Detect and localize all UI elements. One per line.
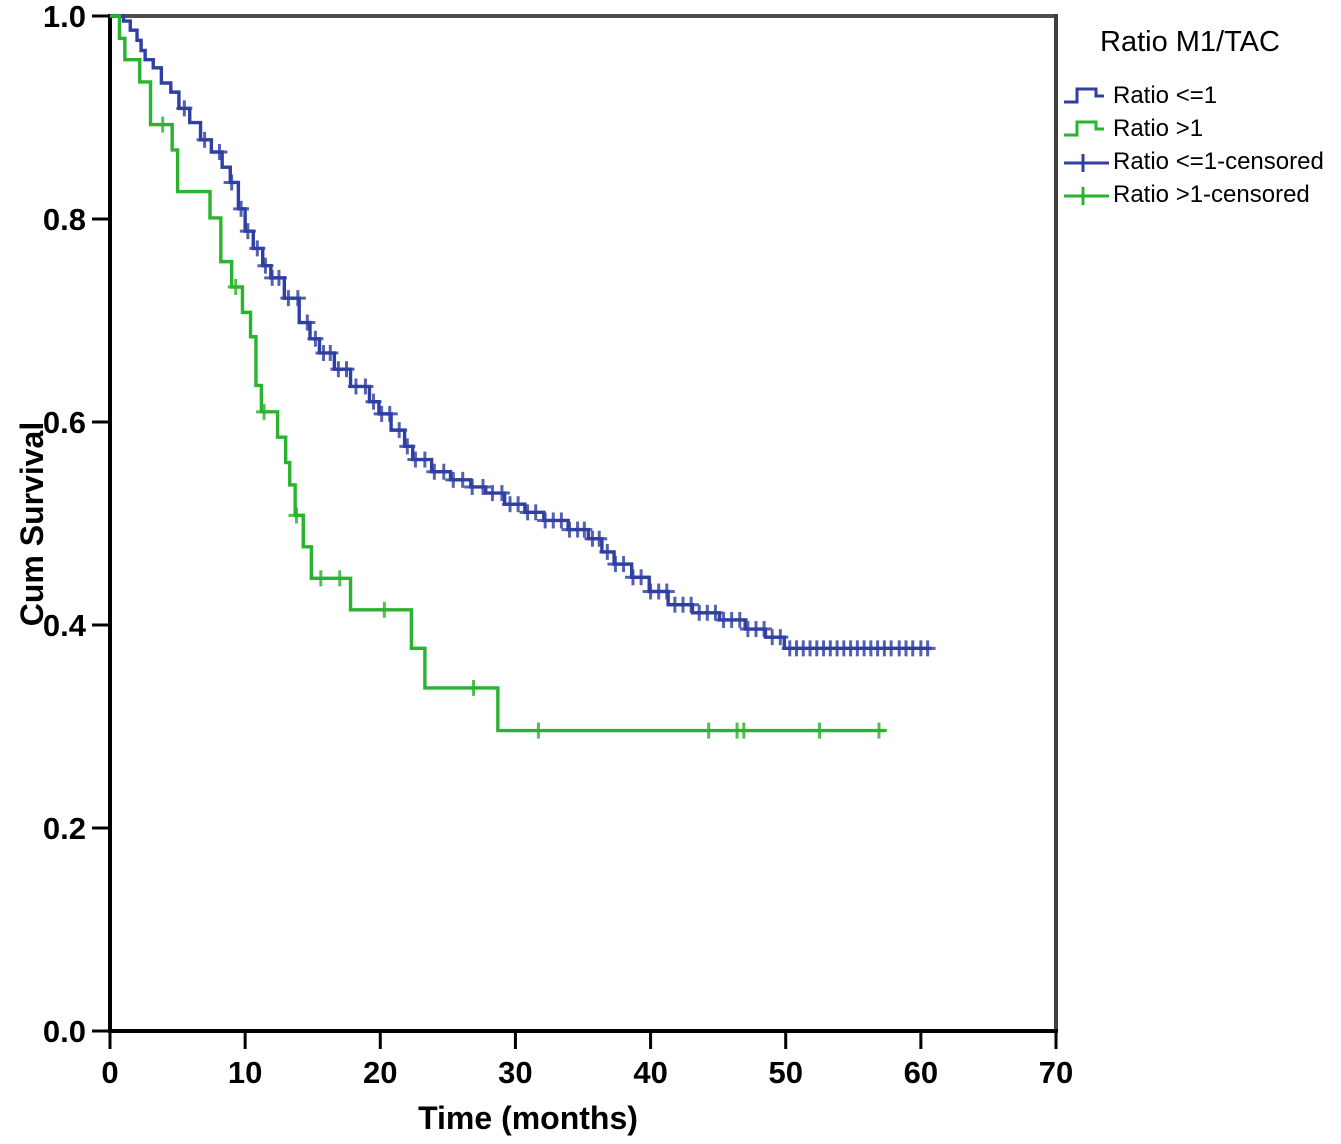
- censor-marks-ratio-1: [176, 100, 936, 657]
- y-tick-label: 1.0: [43, 0, 86, 34]
- x-tick-label: 10: [228, 1055, 262, 1090]
- x-tick-label: 50: [768, 1055, 802, 1090]
- x-tick-label: 40: [633, 1055, 667, 1090]
- censor-plus-marker-icon: [1064, 186, 1109, 205]
- legend-label: Ratio <=1: [1113, 81, 1218, 109]
- legend-item-ratio-gt1: Ratio >1: [1063, 112, 1338, 145]
- legend-label: Ratio >1-censored: [1113, 180, 1310, 208]
- legend-item-ratio-le1: Ratio <=1: [1063, 79, 1338, 112]
- x-tick-label: 30: [498, 1055, 532, 1090]
- y-tick-label: 0.8: [43, 202, 86, 237]
- censor-plus-marker-icon: [1064, 153, 1109, 172]
- y-tick-label: 0.2: [43, 811, 86, 846]
- legend-item-ratio-le1-censored: Ratio <=1-censored: [1063, 145, 1338, 178]
- legend: Ratio M1/TAC Ratio <=1 Ratio >1 Ratio <=…: [1063, 26, 1338, 211]
- survival-curve-ratio-1: [110, 14, 932, 651]
- y-tick-label: 0.0: [43, 1014, 86, 1049]
- legend-label: Ratio >1: [1113, 114, 1204, 142]
- censor-marks-ratio-1: [154, 116, 887, 739]
- legend-title: Ratio M1/TAC: [1100, 26, 1280, 58]
- x-tick-label: 70: [1039, 1055, 1073, 1090]
- y-tick-label: 0.4: [43, 608, 87, 643]
- x-tick-label: 0: [101, 1055, 118, 1090]
- x-tick-label: 60: [904, 1055, 938, 1090]
- survival-curve-ratio-1: [110, 14, 886, 733]
- x-axis-title: Time (months): [418, 1100, 638, 1136]
- x-tick-label: 20: [363, 1055, 397, 1090]
- step-line-marker-icon: [1064, 120, 1104, 136]
- y-tick-label: 0.6: [43, 405, 86, 440]
- legend-item-ratio-gt1-censored: Ratio >1-censored: [1063, 178, 1338, 211]
- y-axis-title: Cum Survival: [14, 421, 50, 627]
- step-line-marker-icon: [1064, 87, 1104, 103]
- legend-label: Ratio <=1-censored: [1113, 147, 1324, 175]
